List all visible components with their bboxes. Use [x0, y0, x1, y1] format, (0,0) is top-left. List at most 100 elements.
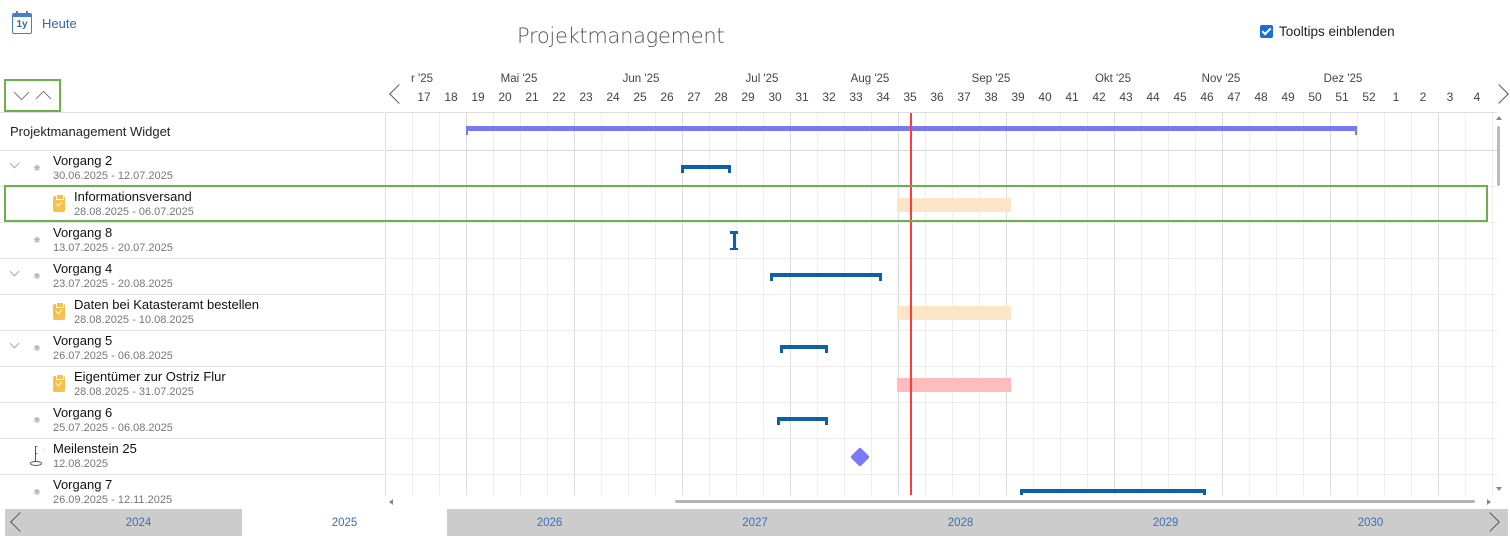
- task-bar[interactable]: [897, 306, 1011, 320]
- summary-row[interactable]: Vorgang 2 30.06.2025 - 12.07.2025: [0, 151, 384, 187]
- grid-column-line: [520, 113, 521, 495]
- grid-column-line: [493, 113, 494, 495]
- grid-column-line: [817, 113, 818, 495]
- grid-column-line: [1006, 113, 1007, 495]
- year-2026[interactable]: 2026: [536, 516, 563, 529]
- summary-row[interactable]: Vorgang 5 26.07.2025 - 06.08.2025: [0, 331, 384, 367]
- today-marker: [910, 113, 912, 495]
- week-label: 50: [1308, 90, 1322, 104]
- scroll-thumb[interactable]: [675, 500, 1475, 503]
- row-dates: 28.08.2025 - 06.07.2025: [74, 206, 194, 218]
- year-next-button[interactable]: [1480, 512, 1500, 532]
- row-dates: 28.08.2025 - 31.07.2025: [74, 386, 194, 398]
- grid-row-line: [386, 222, 1497, 223]
- milestone-row[interactable]: Meilenstein 25 12.08.2025: [0, 439, 384, 475]
- tooltips-checkbox[interactable]: [1260, 25, 1273, 38]
- summary-bar[interactable]: [770, 273, 882, 281]
- week-label: 17: [417, 90, 431, 104]
- week-label: 34: [876, 90, 890, 104]
- summary-row[interactable]: Vorgang 6 25.07.2025 - 06.08.2025: [0, 403, 384, 439]
- year-2024[interactable]: 2024: [125, 516, 152, 529]
- project-bar[interactable]: [466, 126, 1357, 135]
- task-row[interactable]: Daten bei Katasteramt bestellen 28.08.202…: [0, 295, 384, 331]
- week-label: 33: [849, 90, 863, 104]
- year-2030[interactable]: 2030: [1357, 516, 1384, 529]
- summary-row[interactable]: Vorgang 4 23.07.2025 - 20.08.2025: [0, 259, 384, 295]
- year-2028[interactable]: 2028: [947, 516, 974, 529]
- today-label: Heute: [42, 16, 77, 31]
- summary-bar[interactable]: [1020, 489, 1206, 495]
- scroll-up-icon[interactable]: [1496, 116, 1502, 120]
- gear-icon: [28, 159, 46, 177]
- week-label: 36: [930, 90, 944, 104]
- year-2027[interactable]: 2027: [742, 516, 768, 529]
- week-label: 27: [687, 90, 701, 104]
- row-dates: 25.07.2025 - 06.08.2025: [53, 422, 173, 434]
- chevron-down-icon[interactable]: [9, 158, 20, 169]
- summary-bar[interactable]: [730, 231, 738, 250]
- month-label: Jul '25: [745, 73, 779, 85]
- week-label: 43: [1119, 90, 1133, 104]
- week-label: 44: [1146, 90, 1160, 104]
- summary-bar[interactable]: [777, 417, 828, 425]
- gantt-chart: [385, 112, 1497, 495]
- row-dates: 26.07.2025 - 06.08.2025: [53, 350, 173, 362]
- grid-column-line: [1168, 113, 1169, 495]
- year-2025[interactable]: 2025: [242, 509, 447, 536]
- grid-row-line: [386, 366, 1497, 367]
- scroll-thumb[interactable]: [1497, 126, 1500, 186]
- week-label: 42: [1092, 90, 1106, 104]
- grid-column-line: [547, 113, 548, 495]
- milestone-marker[interactable]: [850, 447, 870, 467]
- summary-bar[interactable]: [780, 345, 828, 353]
- grid-column-line: [1141, 113, 1142, 495]
- summary-row[interactable]: Vorgang 7 26.09.2025 - 12.11.2025: [0, 475, 384, 510]
- task-row[interactable]: Eigentümer zur Ostriz Flur 28.08.2025 - 3…: [0, 367, 384, 403]
- summary-bar[interactable]: [681, 165, 731, 173]
- vertical-scrollbar[interactable]: [1492, 112, 1508, 495]
- today-button[interactable]: 1y Heute: [12, 11, 77, 34]
- grid-column-line: [601, 113, 602, 495]
- task-bar[interactable]: [897, 378, 1011, 392]
- grid-row-line: [386, 150, 1497, 151]
- row-title: Informationsversand: [74, 189, 192, 204]
- week-label: 52: [1362, 90, 1376, 104]
- summary-row[interactable]: Vorgang 8 13.07.2025 - 20.07.2025: [0, 223, 384, 259]
- week-label: 49: [1281, 90, 1295, 104]
- week-label: 20: [498, 90, 512, 104]
- week-label: 18: [444, 90, 458, 104]
- horizontal-scrollbar[interactable]: [385, 495, 1495, 509]
- scroll-right-icon[interactable]: [1487, 499, 1491, 505]
- scroll-down-icon[interactable]: [1496, 487, 1502, 491]
- week-label: 24: [606, 90, 620, 104]
- collapse-all-icon[interactable]: [35, 90, 52, 107]
- expand-all-icon[interactable]: [13, 84, 30, 101]
- grid-row-line: [386, 402, 1497, 403]
- task-row[interactable]: Informationsversand 28.08.2025 - 06.07.20…: [0, 187, 384, 223]
- week-label: 26: [660, 90, 674, 104]
- week-label: 45: [1173, 90, 1187, 104]
- grid-row-line: [386, 186, 1497, 187]
- timeline-next-button[interactable]: [1488, 83, 1510, 105]
- grid-column-line: [1438, 113, 1439, 495]
- row-title: Vorgang 2: [53, 153, 113, 168]
- chevron-down-icon[interactable]: [9, 338, 20, 349]
- grid-column-line: [1087, 113, 1088, 495]
- task-bar[interactable]: [897, 198, 1011, 212]
- week-label: 1: [1392, 90, 1400, 104]
- clipboard-check-icon: [50, 302, 68, 321]
- tooltips-toggle[interactable]: Tooltips einblenden: [1260, 24, 1395, 39]
- scroll-left-icon[interactable]: [389, 499, 393, 505]
- year-2029[interactable]: 2029: [1152, 516, 1179, 529]
- gear-icon: [28, 231, 46, 249]
- chevron-down-icon[interactable]: [9, 266, 20, 277]
- calendar-icon: 1y: [12, 11, 32, 34]
- page-title: Projektmanagement: [517, 24, 725, 48]
- grid-column-line: [898, 113, 899, 495]
- month-label: Dez '25: [1323, 73, 1363, 85]
- grid-row-line: [386, 474, 1497, 475]
- grid-column-line: [574, 113, 575, 495]
- project-row[interactable]: Projektmanagement Widget: [0, 113, 384, 151]
- grid-column-line: [1195, 113, 1196, 495]
- grid-column-line: [1249, 113, 1250, 495]
